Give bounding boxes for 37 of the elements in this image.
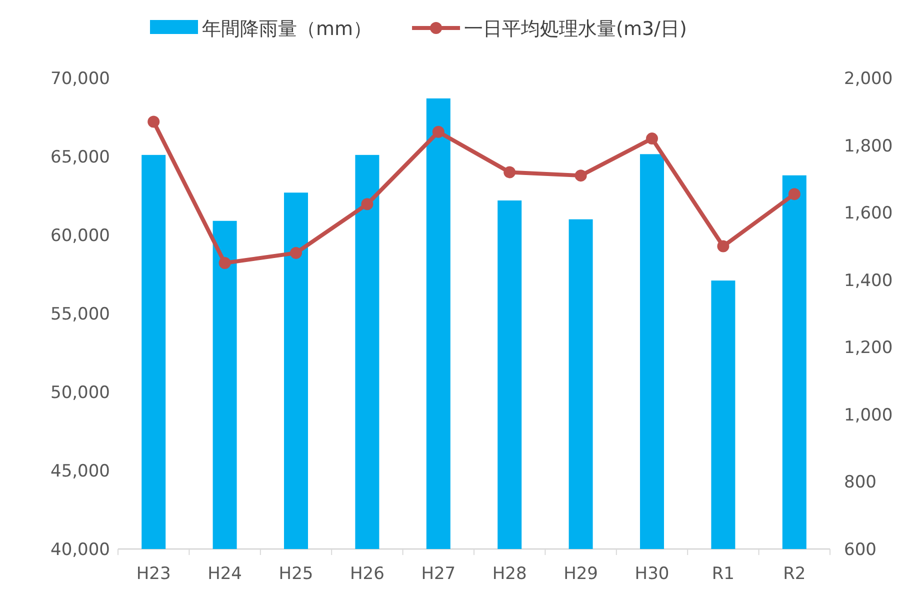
y-tick-label: 55,000 xyxy=(50,304,110,324)
x-tick-label: H23 xyxy=(136,564,171,584)
y-tick-label: 65,000 xyxy=(50,148,110,168)
x-tick-label: H24 xyxy=(208,564,242,584)
y-tick-label: 40,000 xyxy=(50,540,110,560)
x-tick-label: R1 xyxy=(712,564,735,584)
y2-tick-label: 1,000 xyxy=(844,405,893,426)
x-tick-label: H26 xyxy=(350,564,384,584)
y-tick-label: 45,000 xyxy=(50,462,110,482)
y2-tick-label: 800 xyxy=(844,472,876,493)
y2-tick-label: 1,800 xyxy=(844,136,893,156)
x-tick-label: H29 xyxy=(564,564,598,584)
point xyxy=(148,116,160,128)
x-tick-label: H25 xyxy=(278,564,314,584)
y-tick-label: 70,000 xyxy=(50,69,110,89)
point xyxy=(432,126,444,138)
point xyxy=(646,132,658,145)
legend-label: 年間降雨量（mm） xyxy=(202,18,372,40)
y2-tick-label: 1,400 xyxy=(844,270,893,291)
y-tick-label: 50,000 xyxy=(50,383,110,403)
y2-tick-label: 2,000 xyxy=(844,69,893,89)
y2-tick-label: 600 xyxy=(844,540,876,560)
x-tick-label: H27 xyxy=(421,564,456,584)
point xyxy=(574,170,587,182)
x-tick-label: H28 xyxy=(492,564,527,584)
point xyxy=(361,198,374,210)
point xyxy=(290,246,302,259)
legend-label: 一日平均処理水量(m3/日) xyxy=(464,18,687,40)
y-tick-label: 60,000 xyxy=(50,226,110,246)
y2-tick-label: 1,200 xyxy=(844,338,893,358)
x-tick-label: H30 xyxy=(634,564,670,584)
point xyxy=(788,188,800,200)
point xyxy=(218,257,231,270)
y2-tick-label: 1,600 xyxy=(844,204,893,224)
point xyxy=(717,240,730,252)
point xyxy=(504,166,516,178)
x-tick-label: R2 xyxy=(783,564,806,584)
